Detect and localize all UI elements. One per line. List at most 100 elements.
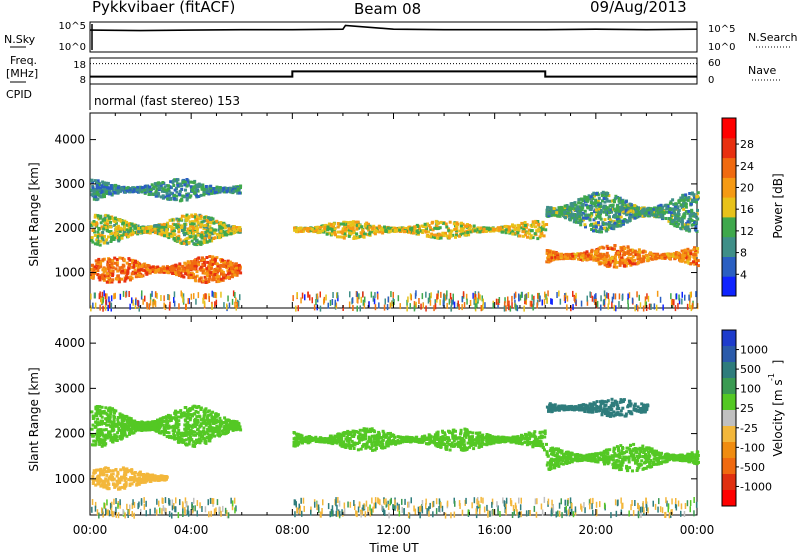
power-cell [118,229,122,233]
power-cell [681,291,683,298]
power-cell [389,302,392,309]
power-cell [173,271,177,275]
power-cell [160,295,162,301]
power-cell [140,229,144,233]
power-cell [453,301,456,308]
power-cell [603,263,607,267]
power-cell [168,218,172,222]
power-cell [315,228,319,232]
power-cell [115,258,119,261]
power-cell [210,262,214,266]
power-cell [208,276,212,280]
power-cell [611,296,614,303]
power-cell [467,233,471,237]
power-cell [171,180,175,183]
power-cell [194,262,197,266]
power-cell [95,191,99,195]
power-cell [527,292,530,298]
power-cell [97,183,101,187]
power-cell [356,305,358,312]
power-cell [545,260,549,264]
power-cell [187,229,191,233]
power-cell [109,192,113,196]
power-cell [113,191,117,195]
power-cell [541,220,545,224]
power-cell [506,230,510,234]
power-cell [103,274,107,278]
power-cell [150,183,154,187]
power-cell [116,274,120,278]
power-cell [220,269,224,273]
power-cell [166,187,170,191]
power-cell [320,229,324,233]
power-cell [334,299,337,306]
power-cell [97,257,101,261]
power-cell [642,259,646,263]
power-cell [579,201,583,205]
power-cell [160,225,164,229]
power-cell [609,261,613,265]
power-cell [582,252,585,256]
power-cell [649,207,653,211]
power-cell [441,231,445,235]
power-cell [542,234,546,238]
power-cell [90,267,94,271]
power-cell [95,238,99,242]
power-cell [141,268,145,272]
power-cell [467,227,471,231]
power-cell [202,268,206,272]
power-cell [534,225,537,229]
power-cell [629,263,633,267]
power-cell [436,221,439,225]
power-cell [669,252,673,256]
power-cell [554,252,557,255]
power-cell [377,224,381,228]
power-cell [384,228,388,232]
power-cell [674,252,678,256]
power-cell [165,191,169,195]
power-cell [691,192,695,196]
power-cell [647,295,650,302]
power-cell [546,297,548,304]
power-cell [368,232,372,236]
power-cell [227,271,231,275]
power-cell [146,188,149,192]
power-cell [374,292,376,299]
power-cell [110,238,113,242]
power-cell [215,262,219,266]
power-cell [533,232,537,236]
power-cell [103,278,106,282]
power-cell [125,228,129,232]
power-cell [620,247,624,250]
power-cell [659,296,662,303]
power-cell [487,226,490,230]
power-cell [593,202,596,205]
power-cell [466,231,470,234]
power-cell [194,188,198,191]
power-cell [165,230,168,234]
power-cell [205,293,208,300]
power-cell [548,259,552,263]
power-cell [112,238,116,241]
power-cell [403,226,407,230]
power-cell [237,263,241,267]
power-cell [430,292,432,299]
velocity-cell [137,476,141,480]
power-cell [686,247,690,251]
power-cell [196,227,199,231]
power-cell [618,263,622,267]
power-cell [546,205,550,209]
power-cell [605,222,609,226]
power-cell [226,261,230,265]
power-cell [208,262,212,266]
power-cell [110,302,113,309]
power-cell [631,297,634,304]
power-cell [103,290,105,297]
power-cell [377,226,381,230]
power-cell [466,298,468,305]
power-cell [187,180,191,184]
power-cell [104,213,108,217]
power-cell [232,185,236,189]
power-cell [310,227,314,231]
power-cell [143,265,147,269]
